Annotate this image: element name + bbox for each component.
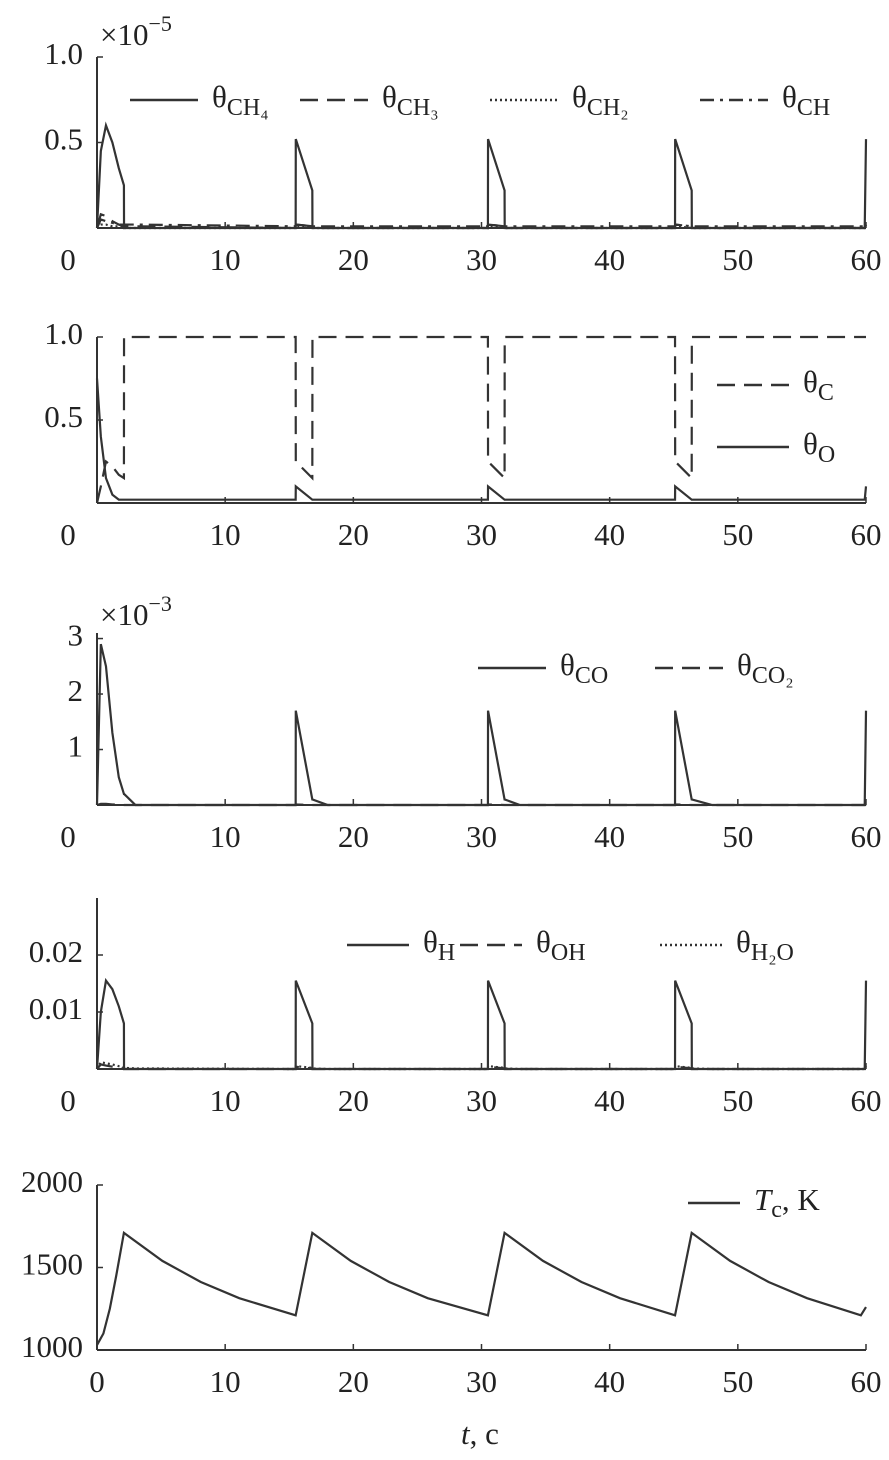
x-tick-label: 50	[722, 517, 753, 552]
series-line	[95, 378, 868, 501]
axis-multiplier: ×10−3	[100, 591, 172, 632]
x-tick-label: 20	[338, 1083, 369, 1118]
legend-label: θH	[423, 924, 455, 965]
legend-label: θCH₂	[572, 79, 629, 120]
x-tick-label: 60	[851, 1083, 882, 1118]
x-tick-label: 40	[594, 819, 625, 854]
x-axis-label: t, c	[461, 1416, 499, 1451]
y-tick-label: 1000	[21, 1329, 83, 1364]
x-tick-label: 20	[338, 517, 369, 552]
x-tick-label: 40	[594, 242, 625, 277]
x-tick-label: 0	[60, 1083, 76, 1118]
legend-label: Tc, K	[754, 1182, 820, 1222]
x-tick-label: 40	[594, 1083, 625, 1118]
legend-label: θC	[803, 364, 834, 405]
legend-label: θH₂O	[736, 924, 794, 965]
x-tick-label: 30	[466, 1364, 497, 1399]
series-line	[96, 223, 867, 230]
y-tick-label: 0.01	[29, 991, 83, 1026]
series-line	[95, 335, 866, 504]
x-tick-label: 10	[210, 242, 241, 277]
x-tick-label: 60	[851, 517, 882, 552]
legend-label: θCH₃	[382, 79, 439, 120]
x-tick-label: 50	[722, 1364, 753, 1399]
series-line	[95, 218, 867, 229]
x-tick-label: 50	[722, 819, 753, 854]
x-tick-label: 50	[722, 242, 753, 277]
x-tick-label: 10	[210, 1364, 241, 1399]
x-tick-label: 60	[851, 1364, 882, 1399]
legend-label: θCO	[560, 647, 608, 688]
legend-label: θCO₂	[737, 647, 794, 688]
x-tick-label: 30	[466, 242, 497, 277]
x-tick-label: 10	[210, 1083, 241, 1118]
y-tick-label: 1500	[21, 1247, 83, 1282]
x-tick-label: 10	[210, 517, 241, 552]
series-line	[95, 121, 868, 230]
x-tick-label: 40	[594, 1364, 625, 1399]
x-tick-label: 60	[851, 819, 882, 854]
x-tick-label: 30	[466, 517, 497, 552]
legend-label: θCH	[782, 79, 830, 120]
y-tick-label: 1.0	[44, 316, 83, 351]
y-tick-label: 2000	[21, 1164, 83, 1199]
x-tick-label: 0	[89, 1364, 105, 1399]
x-tick-label: 30	[466, 819, 497, 854]
x-tick-label: 60	[851, 242, 882, 277]
series-line	[96, 1060, 868, 1071]
x-tick-label: 0	[60, 242, 76, 277]
x-tick-label: 30	[466, 1083, 497, 1118]
legend-label: θCH₄	[212, 79, 269, 120]
axis-multiplier: ×10−5	[100, 11, 172, 52]
series-line	[96, 1063, 867, 1071]
x-tick-label: 0	[60, 819, 76, 854]
y-tick-label: 2	[68, 673, 84, 708]
x-tick-label: 40	[594, 517, 625, 552]
y-tick-label: 0.02	[29, 934, 83, 969]
series-line	[96, 1230, 867, 1346]
x-tick-label: 20	[338, 1364, 369, 1399]
legend-label: θO	[803, 426, 835, 467]
x-tick-label: 0	[60, 517, 76, 552]
y-tick-label: 0.5	[44, 122, 83, 157]
y-tick-label: 0.5	[44, 399, 83, 434]
series-line	[96, 802, 867, 807]
x-tick-label: 50	[722, 1083, 753, 1118]
x-tick-label: 20	[338, 819, 369, 854]
series-line	[95, 977, 868, 1071]
x-tick-label: 10	[210, 819, 241, 854]
y-tick-label: 1	[68, 729, 84, 764]
y-tick-label: 3	[68, 618, 84, 653]
legend-label: θOH	[536, 924, 586, 965]
y-tick-label: 1.0	[44, 36, 83, 71]
x-tick-label: 20	[338, 242, 369, 277]
